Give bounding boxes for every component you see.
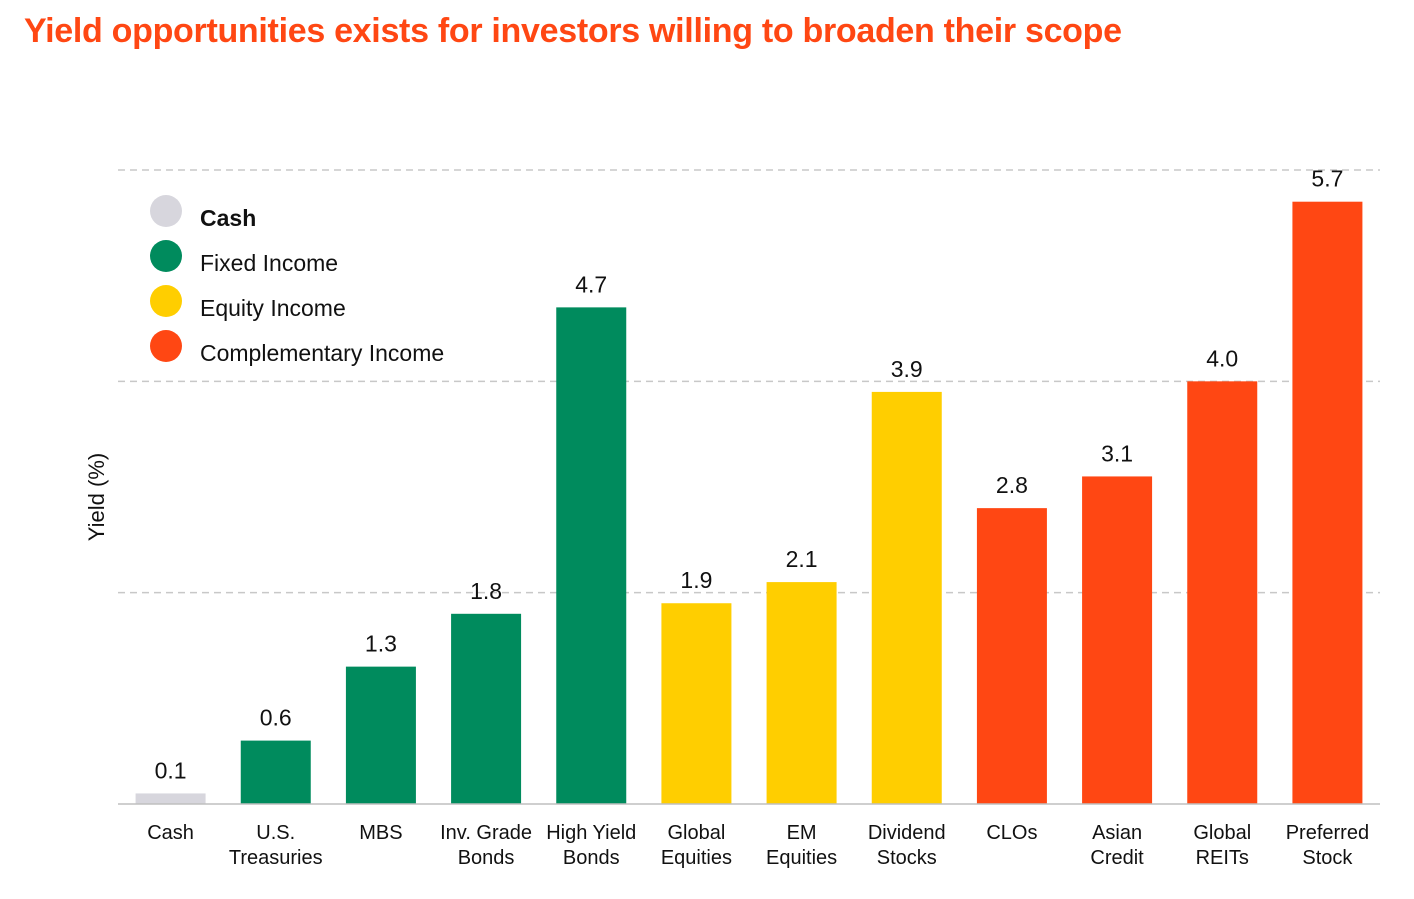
bar-5 xyxy=(556,307,627,804)
legend-swatch-complementary-income xyxy=(150,329,182,362)
bar-3 xyxy=(345,666,416,804)
data-label-4: 1.8 xyxy=(470,578,502,604)
x-tick-label-6: Global Equities xyxy=(661,822,732,869)
legend-item-complementary-income: Complementary Income xyxy=(150,323,444,368)
chart-title: Yield opportunities exists for investors… xyxy=(24,12,1122,50)
y-axis-label: Yield (%) xyxy=(84,453,109,541)
legend-item-fixed-income: Fixed Income xyxy=(150,233,444,278)
data-label-10: 3.1 xyxy=(1101,440,1133,466)
x-tick-label-5: High Yield Bonds xyxy=(546,822,636,869)
legend-item-cash: Cash xyxy=(150,188,444,233)
data-label-1: 0.1 xyxy=(155,757,187,783)
data-label-6: 1.9 xyxy=(680,567,712,593)
x-tick-label-12: Preferred Stock xyxy=(1286,822,1369,869)
data-label-9: 2.8 xyxy=(996,472,1028,498)
x-tick-label-2: U.S. Treasuries xyxy=(229,822,323,869)
bar-11 xyxy=(1187,381,1258,804)
legend-swatch-equity-income xyxy=(150,284,182,317)
data-label-5: 4.7 xyxy=(575,271,607,297)
x-tick-label-4: Inv. Grade Bonds xyxy=(440,822,532,869)
legend-label-complementary-income: Complementary Income xyxy=(200,340,445,366)
bar-8 xyxy=(871,391,942,804)
bar-2 xyxy=(240,740,311,804)
x-tick-label-1: Cash xyxy=(147,822,194,844)
data-label-8: 3.9 xyxy=(891,356,923,382)
x-tick-label-11: Global REITs xyxy=(1193,822,1251,869)
legend-label-cash: Cash xyxy=(200,205,257,231)
bar-10 xyxy=(1082,476,1153,804)
x-tick-label-10: Asian Credit xyxy=(1090,822,1144,869)
data-label-12: 5.7 xyxy=(1311,166,1343,192)
x-tick-label-7: EM Equities xyxy=(766,822,837,869)
x-tick-label-9: CLOs xyxy=(986,822,1037,844)
data-label-7: 2.1 xyxy=(786,546,818,572)
bar-4 xyxy=(451,613,522,804)
data-label-3: 1.3 xyxy=(365,631,397,657)
bar-1 xyxy=(135,793,206,804)
data-label-11: 4.0 xyxy=(1206,345,1238,371)
bar-9 xyxy=(976,508,1047,804)
x-tick-label-8: Dividend Stocks xyxy=(868,822,946,869)
legend: Cash Fixed Income Equity Income Compleme… xyxy=(150,188,444,368)
legend-item-equity-income: Equity Income xyxy=(150,278,444,323)
legend-swatch-cash xyxy=(150,194,182,227)
bar-12 xyxy=(1292,201,1363,804)
x-tick-label-3: MBS xyxy=(359,822,402,844)
legend-label-fixed-income: Fixed Income xyxy=(200,250,339,276)
data-label-2: 0.6 xyxy=(260,705,292,731)
bar-6 xyxy=(661,603,732,804)
bar-7 xyxy=(766,582,837,804)
legend-swatch-fixed-income xyxy=(150,239,182,272)
legend-label-equity-income: Equity Income xyxy=(200,295,346,321)
